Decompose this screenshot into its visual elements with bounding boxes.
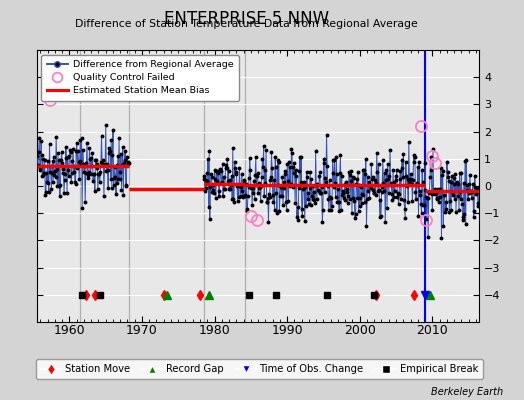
- Text: 1960: 1960: [53, 324, 85, 336]
- Text: 1990: 1990: [271, 324, 303, 336]
- Text: 1970: 1970: [126, 324, 158, 336]
- Text: 2000: 2000: [344, 324, 376, 336]
- Text: 1980: 1980: [199, 324, 231, 336]
- Text: ENTERPRISE 5 NNW: ENTERPRISE 5 NNW: [163, 10, 329, 28]
- Legend: Difference from Regional Average, Quality Control Failed, Estimated Station Mean: Difference from Regional Average, Qualit…: [41, 55, 239, 101]
- Legend: Station Move, Record Gap, Time of Obs. Change, Empirical Break: Station Move, Record Gap, Time of Obs. C…: [36, 359, 483, 379]
- Text: Difference of Station Temperature Data from Regional Average: Difference of Station Temperature Data f…: [75, 19, 418, 29]
- Text: Berkeley Earth: Berkeley Earth: [431, 387, 503, 397]
- Text: 2010: 2010: [417, 324, 448, 336]
